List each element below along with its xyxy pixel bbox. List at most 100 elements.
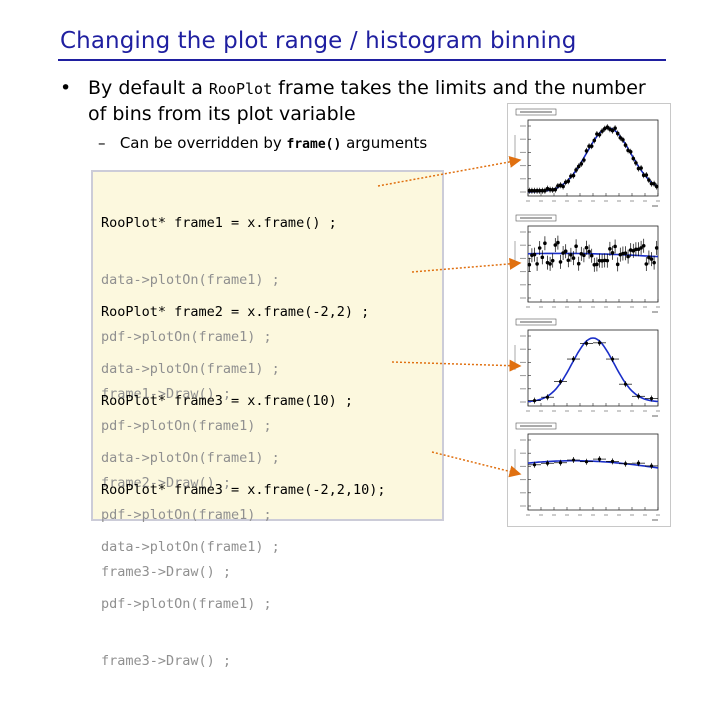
data-point: [569, 253, 573, 257]
data-point: [545, 461, 550, 465]
data-point: [649, 257, 654, 261]
sub-bullet-code: frame(): [286, 137, 342, 152]
code-line: data->plotOn(frame1) ;: [101, 272, 280, 288]
data-point: [553, 187, 558, 192]
data-point: [597, 341, 602, 345]
data-point: [532, 252, 537, 257]
data-point: [647, 178, 651, 182]
data-point: [550, 258, 555, 263]
data-point: [649, 181, 654, 186]
data-point: [558, 260, 563, 264]
plot-frame: [527, 433, 659, 511]
code-block-1: RooPlot* frame1 = x.frame() ; data->plot…: [101, 176, 337, 442]
data-point: [631, 156, 636, 161]
data-point: [615, 131, 620, 136]
data-point: [621, 138, 625, 142]
code-line: data->plotOn(frame1) ;: [101, 361, 280, 377]
data-point: [618, 135, 623, 140]
data-point: [587, 144, 591, 149]
bullet-text-after: frame takes the limits and the number of…: [88, 77, 646, 125]
title-divider: [58, 59, 666, 61]
data-point: [602, 126, 607, 131]
data-point: [571, 256, 576, 260]
data-point: [600, 129, 604, 133]
code-line: data->plotOn(frame1) ;: [101, 450, 280, 466]
plot-thumbnail-3: [514, 318, 660, 417]
data-point: [589, 144, 594, 148]
data-point: [654, 246, 659, 250]
data-point: [537, 188, 542, 193]
code-line: RooPlot* frame2 = x.frame(-2,2) ;: [101, 304, 370, 320]
data-point: [584, 245, 589, 250]
data-point: [644, 262, 649, 266]
data-point: [647, 255, 651, 260]
data-point: [532, 399, 537, 403]
data-point: [548, 187, 552, 192]
data-point: [644, 173, 649, 177]
data-point: [639, 166, 643, 170]
code-line: frame1->Draw() ;: [101, 386, 232, 402]
data-point: [595, 262, 599, 267]
data-point: [628, 149, 633, 154]
data-point: [563, 249, 568, 254]
code-line: pdf->plotOn(frame1) ;: [101, 418, 272, 434]
code-line: pdf->plotOn(frame1) ;: [101, 507, 272, 523]
data-point: [608, 247, 612, 251]
data-point: [605, 125, 610, 130]
data-point: [556, 240, 560, 245]
data-point: [623, 143, 628, 147]
data-point: [582, 158, 586, 162]
sub-bullet-text-after: arguments: [341, 134, 428, 152]
bullet-marker: •: [60, 77, 72, 99]
data-point: [579, 162, 584, 166]
data-point: [610, 459, 615, 463]
data-point: [576, 164, 581, 169]
data-point: [631, 249, 636, 253]
code-line: RooPlot* frame3 = x.frame(-2,2,10);: [101, 482, 386, 498]
data-point: [636, 394, 641, 398]
data-point: [602, 258, 607, 263]
code-line: pdf->plotOn(frame1) ;: [101, 596, 272, 612]
data-point: [649, 464, 654, 468]
data-point: [571, 173, 576, 178]
data-point: [654, 184, 659, 189]
plot-thumbnail-4: [514, 422, 660, 521]
data-point: [535, 188, 539, 193]
data-point: [615, 262, 620, 267]
bullet-code: RooPlot: [208, 80, 273, 98]
data-point: [576, 261, 581, 266]
data-point: [566, 179, 571, 184]
data-point: [561, 251, 565, 255]
data-point: [530, 188, 534, 193]
data-point: [587, 249, 591, 254]
data-point: [532, 188, 537, 193]
data-point: [597, 258, 602, 263]
data-point: [613, 244, 617, 249]
data-point: [592, 138, 597, 143]
code-block-2: RooPlot* frame2 = x.frame(-2,2) ; data->…: [101, 265, 369, 531]
data-point: [561, 184, 565, 189]
data-point: [605, 258, 610, 263]
data-point: [597, 457, 602, 461]
data-point: [527, 262, 532, 267]
data-point: [636, 461, 641, 465]
data-point: [543, 241, 547, 246]
data-point: [558, 461, 563, 465]
data-point: [641, 243, 646, 248]
data-point: [543, 188, 547, 193]
data-point: [652, 181, 656, 186]
plot-thumbnails-panel: [507, 103, 671, 527]
data-point: [623, 462, 628, 466]
data-point: [613, 126, 617, 131]
data-point: [584, 460, 589, 464]
plot-frame: [527, 119, 659, 197]
sub-bullet: – Can be overridden by frame() arguments: [98, 134, 427, 152]
sub-bullet-text-before: Can be overridden by: [119, 134, 287, 152]
pdf-curve: [527, 252, 659, 258]
code-line: RooPlot* frame1 = x.frame() ;: [101, 215, 337, 231]
plot-thumbnail-2: [514, 214, 660, 313]
pdf-curve: [527, 459, 659, 469]
data-point: [623, 251, 628, 255]
data-point: [584, 149, 589, 153]
arrow-frame4: [431, 451, 522, 478]
